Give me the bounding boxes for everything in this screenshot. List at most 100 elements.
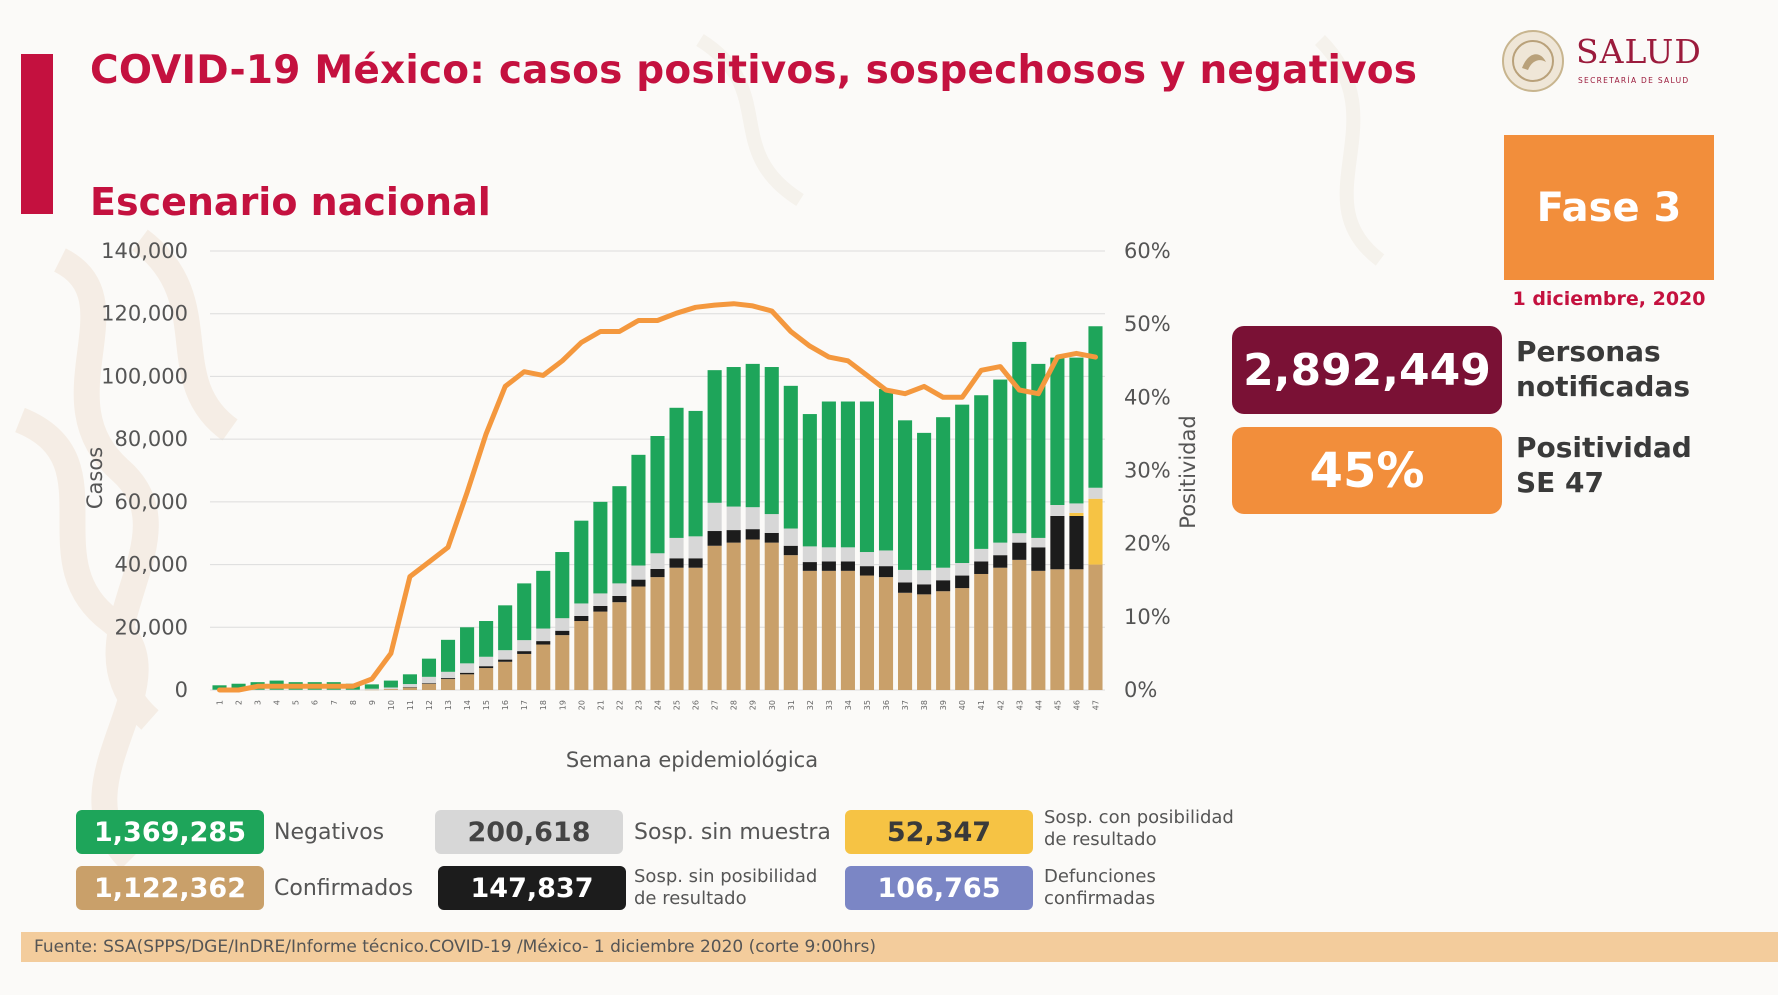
bar-sin_muestra [821, 547, 836, 562]
bar-confirmados [631, 586, 646, 690]
bar-sin_muestra [402, 684, 417, 688]
bar-negativos [421, 658, 437, 677]
bar-negativos [1050, 357, 1065, 505]
bar-confirmados [669, 567, 684, 690]
bar-negativos [612, 486, 627, 584]
bar-confirmados [859, 575, 875, 690]
bar-confirmados [555, 635, 570, 690]
y2-tick-label: 50% [1124, 312, 1171, 336]
bar-sin_posibilidad [402, 687, 417, 688]
bar-sin_muestra [955, 563, 970, 576]
mexico-seal-icon [1502, 30, 1564, 92]
bar-confirmados [802, 570, 817, 690]
legend-sin-muestra-value: 200,618 [435, 810, 623, 854]
x-tick-label: 27 [711, 700, 720, 710]
bar-confirmados [993, 567, 1008, 690]
bar-sin_posibilidad [764, 532, 779, 543]
y-tick-label: 80,000 [115, 427, 188, 451]
bar-confirmados [783, 555, 798, 690]
x-tick-label: 33 [825, 700, 834, 710]
legend-con-posibilidad-label-1: Sosp. con posibilidad [1044, 807, 1234, 828]
footer-bar [21, 932, 1778, 962]
bar-negativos [1012, 341, 1027, 534]
bar-sin_posibilidad [840, 561, 855, 571]
legend-con-posibilidad-value: 52,347 [845, 810, 1033, 854]
y2-axis-title: Positividad [1176, 415, 1200, 528]
y2-tick-label: 0% [1124, 678, 1157, 702]
legend-defunciones-label-1: Defunciones [1044, 866, 1156, 887]
y2-tick-label: 20% [1124, 532, 1171, 556]
bar-negativos [688, 410, 703, 537]
bar-negativos [878, 388, 894, 551]
x-tick-label: 45 [1053, 700, 1062, 710]
bar-negativos [574, 520, 589, 604]
x-tick-label: 22 [615, 700, 624, 710]
x-tick-label: 38 [920, 700, 929, 710]
bar-sin_posibilidad [936, 580, 951, 592]
x-tick-label: 13 [444, 700, 453, 710]
bar-confirmados [878, 577, 894, 690]
bar-negativos [898, 420, 913, 570]
bar-sin_muestra [650, 553, 665, 569]
bar-negativos [802, 414, 817, 547]
x-tick-label: 17 [520, 700, 529, 710]
x-tick-label: 29 [749, 700, 758, 710]
legend-con-posibilidad-label-2: de resultado [1044, 829, 1157, 850]
notified-label-line1: Personas [1516, 335, 1661, 368]
bar-negativos [593, 501, 608, 594]
logo-wordmark: SALUD [1576, 32, 1702, 71]
bar-sin_muestra [574, 603, 589, 616]
bar-sin_posibilidad [498, 659, 513, 662]
bar-sin_muestra [669, 537, 684, 559]
bar-sin_muestra [726, 506, 741, 531]
x-tick-label: 32 [806, 700, 815, 710]
bar-sin_posibilidad [802, 562, 817, 571]
bar-sin_muestra [783, 528, 798, 546]
x-tick-label: 4 [273, 700, 282, 705]
bar-negativos [821, 401, 836, 548]
bar-sin_muestra [269, 689, 284, 691]
x-tick-label: 35 [863, 700, 872, 710]
salud-logo: SALUD SECRETARÍA DE SALUD [1500, 24, 1720, 104]
x-tick-label: 42 [996, 700, 1005, 710]
bar-confirmados [1031, 570, 1046, 690]
bar-negativos [517, 583, 532, 641]
bar-sin_muestra [250, 689, 265, 691]
bar-sin_muestra [878, 550, 894, 567]
bar-confirmados [898, 592, 913, 690]
bar-confirmados [650, 577, 665, 690]
x-tick-label: 8 [349, 700, 358, 705]
y-tick-label: 0 [175, 678, 188, 702]
bar-sin_muestra [364, 688, 379, 690]
bar-sin_muestra [1069, 503, 1084, 513]
bar-negativos [402, 674, 417, 685]
notified-value: 2,892,449 [1232, 326, 1502, 414]
bar-sin_posibilidad [1069, 515, 1084, 570]
x-tick-label: 10 [387, 700, 396, 710]
y-tick-label: 120,000 [101, 302, 188, 326]
bar-sin_muestra [421, 676, 437, 684]
x-tick-label: 31 [787, 700, 796, 710]
x-tick-label: 41 [977, 700, 986, 710]
bar-sin_posibilidad [536, 641, 551, 645]
bar-confirmados [955, 588, 970, 690]
y-tick-label: 100,000 [101, 364, 188, 388]
bar-sin_posibilidad [669, 558, 684, 568]
bar-confirmados [1088, 564, 1103, 690]
bar-sin_posibilidad [1050, 515, 1065, 570]
bar-sin_posibilidad [955, 575, 970, 589]
bar-confirmados [821, 570, 836, 690]
bar-sin_posibilidad [574, 615, 589, 622]
x-tick-label: 5 [292, 700, 301, 705]
bar-confirmados [383, 689, 398, 690]
bar-sin_posibilidad [593, 605, 608, 612]
bar-sin_posibilidad [555, 630, 570, 636]
page-subtitle: Escenario nacional [90, 180, 491, 224]
bar-sin_posibilidad [821, 561, 836, 571]
bar-sin_posibilidad [917, 584, 932, 595]
bar-sin_posibilidad [612, 595, 627, 603]
bar-sin_muestra [1012, 533, 1027, 543]
bar-con_posibilidad [1088, 498, 1103, 565]
bar-sin_muestra [612, 583, 627, 596]
bar-negativos [745, 363, 760, 508]
